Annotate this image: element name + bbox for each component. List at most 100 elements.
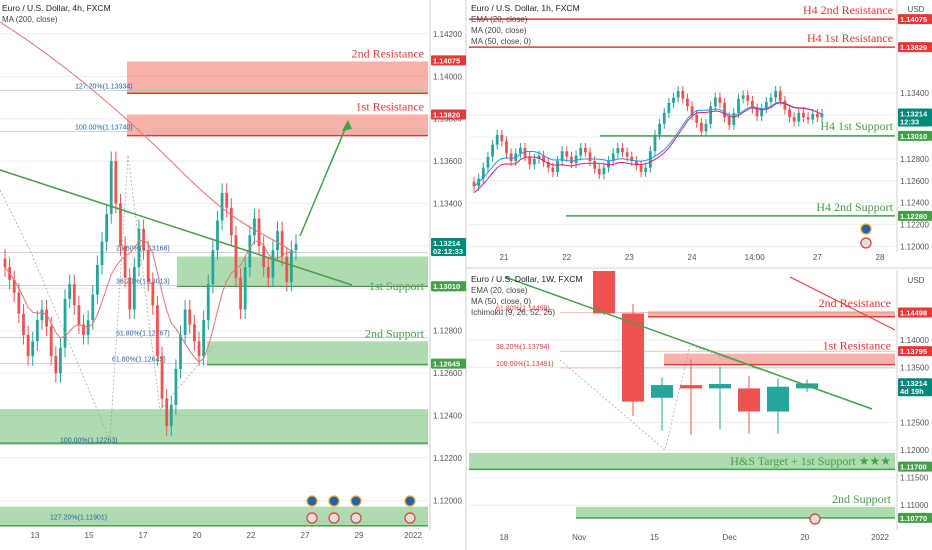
- indicator-label: MA (50, close, 0): [471, 37, 531, 46]
- price-tag-label: 1.14075: [433, 56, 460, 65]
- candle-body: [22, 313, 25, 335]
- candle-body: [737, 98, 740, 113]
- zone-label: 1st Resistance: [356, 99, 424, 113]
- x-tick-label: 2022: [404, 531, 422, 540]
- currency-label: USD: [908, 5, 925, 14]
- candle-body: [31, 341, 35, 357]
- candle-body: [565, 151, 569, 157]
- candle-body: [40, 309, 44, 321]
- price-tag: [898, 307, 932, 318]
- x-tick-label: 18: [500, 533, 509, 542]
- candle-body: [229, 207, 233, 236]
- candle-body: [751, 100, 754, 109]
- x-tick-label: 28: [876, 253, 885, 262]
- event-flag-icon: [306, 512, 318, 524]
- candle-body: [63, 298, 67, 348]
- candle-body: [802, 112, 805, 118]
- candle-body: [528, 156, 532, 165]
- projection-arrow: [299, 121, 349, 237]
- indicator-label: MA (200, close): [471, 26, 527, 35]
- currency-label: USD: [908, 276, 925, 285]
- y-tick-label: 1.12600: [433, 369, 462, 378]
- x-tick-label: 14:00: [745, 253, 766, 262]
- fib-label: 61.80%(1.14498): [496, 305, 550, 312]
- fib-label: 100.00%(1.12263): [60, 438, 118, 445]
- candle-body: [681, 90, 685, 99]
- level-label: H4 2nd Resistance: [803, 3, 893, 17]
- candle-body: [635, 161, 638, 166]
- candle-body: [593, 161, 597, 169]
- x-tick-label: 22: [247, 531, 256, 540]
- candle-body: [59, 347, 62, 374]
- candle-body: [220, 192, 224, 221]
- price-tag: [431, 358, 466, 369]
- candle-body: [583, 147, 587, 153]
- candle-body: [546, 162, 550, 168]
- event-flag-icon: [404, 512, 416, 524]
- chart-1w-panel: 1.14000 1.13500 1.12500 1.12000 1.11500 1.110…: [469, 271, 932, 542]
- indicator-label: EMA (20, close): [471, 15, 528, 24]
- y-tick-label: 1.12000: [900, 446, 929, 455]
- fib-label: 61.80%(1.12767): [116, 331, 170, 338]
- y-tick-label: 1.11500: [900, 474, 929, 483]
- price-tag-label: 1.13820: [433, 110, 460, 119]
- price-tag-label: 1.12280: [900, 212, 927, 221]
- candle-body: [811, 113, 815, 120]
- zone-label: 2nd Support: [832, 492, 892, 506]
- candle-body: [72, 284, 76, 306]
- candle-body: [239, 277, 242, 310]
- candle-body: [216, 220, 219, 251]
- candle-body: [704, 123, 708, 132]
- candle-body: [486, 156, 490, 168]
- candle-body: [625, 152, 629, 157]
- x-tick-label: Dec: [722, 533, 736, 542]
- zone-label: 2nd Resistance: [352, 46, 424, 60]
- y-tick-label: 1.12200: [900, 221, 929, 230]
- candle-body: [672, 97, 675, 103]
- candle-body: [54, 356, 58, 374]
- event-flag-icon: [306, 495, 318, 507]
- zone-h-s-target-1st-support: [469, 452, 895, 470]
- trendline: [504, 276, 873, 410]
- candle-body: [495, 134, 499, 145]
- price-tag-label: 1.11700: [900, 463, 927, 472]
- candle-body: [774, 90, 777, 98]
- price-tag: [898, 108, 932, 127]
- candle-body: [509, 153, 513, 162]
- indicator-label: Ichimoku (9, 26, 52, 26): [471, 308, 555, 317]
- moving-average-line: [473, 101, 823, 187]
- candle-body: [128, 277, 132, 310]
- candle-body: [137, 228, 141, 268]
- price-tag: [898, 210, 932, 221]
- ema-line: [789, 276, 896, 331]
- candle-body: [639, 165, 643, 173]
- price-tag-countdown: 02:12:33: [433, 247, 463, 256]
- level-label: H4 1st Support: [820, 119, 893, 133]
- candle-body: [806, 117, 810, 120]
- y-tick-label: 1.12000: [433, 496, 462, 505]
- price-tag: [898, 42, 932, 53]
- level-label: H4 2nd Support: [816, 200, 893, 214]
- fib-label: 38.20%(1.13794): [496, 344, 550, 351]
- candle-body: [570, 156, 573, 164]
- candle-body: [243, 267, 247, 310]
- fib-label: 61.80%(1.12645): [112, 357, 166, 364]
- x-tick-label: 20: [800, 533, 809, 542]
- candle-body: [225, 192, 229, 208]
- chart-4h-panel: 1.142001.140001.138001.136001.134001.132…: [0, 0, 466, 540]
- candle-body: [709, 383, 731, 389]
- zone-2nd-support: [576, 506, 895, 518]
- candle-body: [285, 256, 289, 282]
- event-flag-icon: [860, 237, 872, 249]
- candle-body: [738, 388, 760, 412]
- price-tag: [431, 281, 466, 292]
- x-tick-label: 29: [355, 531, 364, 540]
- candle-body: [653, 134, 657, 152]
- candle-body: [616, 147, 620, 154]
- y-tick-label: 1.14000: [433, 72, 462, 81]
- candle-body: [551, 167, 555, 173]
- y-tick-label: 1.13400: [900, 89, 929, 98]
- candle-body: [183, 309, 187, 335]
- event-flag-icon: [404, 495, 416, 507]
